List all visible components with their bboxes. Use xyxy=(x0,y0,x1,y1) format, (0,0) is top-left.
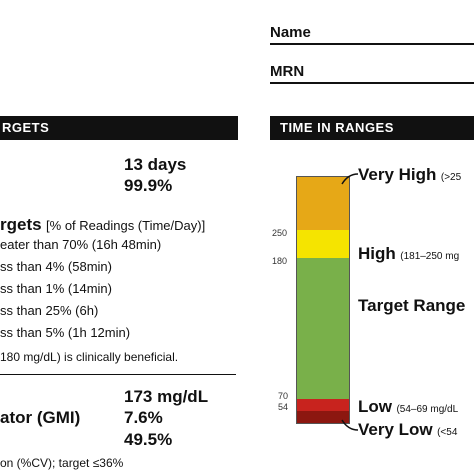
days-value: 13 days xyxy=(124,155,187,174)
section-divider xyxy=(0,374,236,375)
target-segment xyxy=(297,258,349,399)
gmi-label: ator (GMI) xyxy=(0,408,81,427)
time-in-range-bar xyxy=(296,176,350,424)
very-high-segment xyxy=(297,177,349,230)
benefit-note: 180 mg/dL) is clinically beneficial. xyxy=(0,350,179,364)
percent-value: 99.9% xyxy=(124,176,173,195)
target-row: ss than 4% (58min) xyxy=(0,259,112,274)
targets-section-header: RGETS xyxy=(0,116,238,140)
target-row: ss than 1% (14min) xyxy=(0,281,112,296)
cv-value: 49.5% xyxy=(124,430,173,449)
target-range-label: Target Range xyxy=(358,296,466,315)
high-label: High (181–250 mg xyxy=(358,244,460,263)
tick-label: 250 xyxy=(272,228,288,238)
mrn-underline xyxy=(270,82,474,84)
targets-title: rgets xyxy=(0,215,42,234)
target-row: ss than 5% (1h 12min) xyxy=(0,325,131,340)
time-in-ranges-title: TIME IN RANGES xyxy=(280,120,394,135)
very-low-label: Very Low (<54 xyxy=(358,420,458,439)
time-in-ranges-header: TIME IN RANGES xyxy=(270,116,474,140)
very-high-label: Very High (>25 xyxy=(358,165,462,184)
target-row: eater than 70% (16h 48min) xyxy=(0,237,162,252)
name-underline xyxy=(270,43,474,45)
targets-heading: rgets [% of Readings (Time/Day)] xyxy=(0,215,205,235)
tick-label: 54 xyxy=(278,402,289,412)
mean-glucose-value: 173 mg/dL xyxy=(124,387,209,406)
very-low-segment xyxy=(297,411,349,423)
tick-label: 180 xyxy=(272,256,288,266)
very-low-connector xyxy=(341,419,359,431)
range-connectors xyxy=(341,173,359,431)
low-label: Low (54–69 mg/dL xyxy=(358,397,459,416)
name-label: Name xyxy=(270,24,311,41)
high-segment xyxy=(297,230,349,258)
targets-section-title: RGETS xyxy=(2,120,50,135)
gmi-value: 7.6% xyxy=(124,408,163,427)
mrn-label: MRN xyxy=(270,63,305,80)
low-segment xyxy=(297,399,349,411)
target-row: ss than 25% (6h) xyxy=(0,303,99,318)
very-high-connector xyxy=(341,173,359,185)
tick-label: 70 xyxy=(278,391,289,401)
cv-note: on (%CV); target ≤36% xyxy=(0,456,124,470)
targets-subtitle: [% of Readings (Time/Day)] xyxy=(46,218,206,233)
